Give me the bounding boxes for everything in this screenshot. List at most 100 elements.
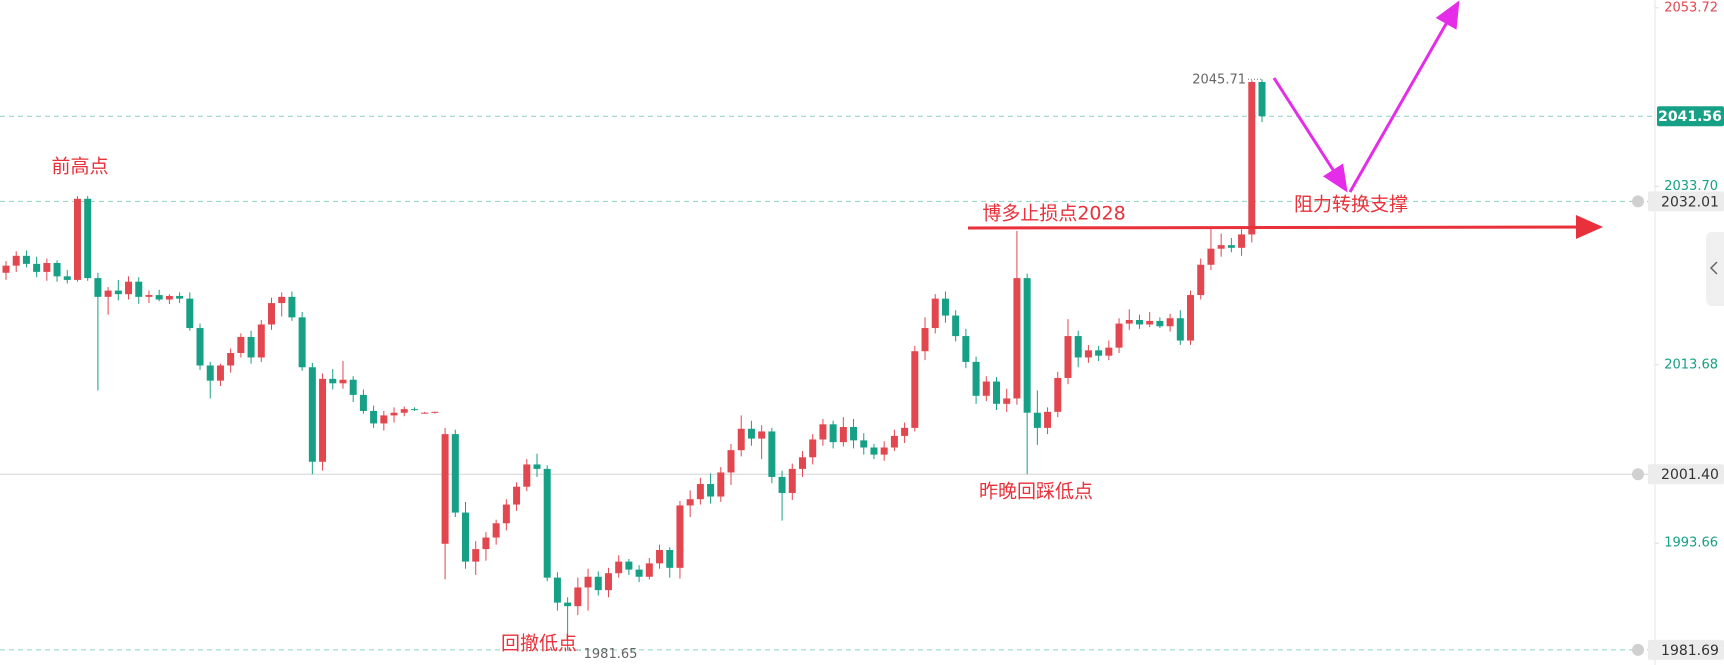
candle-body: [73, 198, 81, 280]
candle-body: [288, 296, 296, 318]
price-tag-box: [1648, 191, 1724, 212]
candle-body: [165, 295, 173, 300]
candle-body: [625, 561, 633, 570]
candle-body: [788, 468, 796, 493]
y-tick-label: 2033.70: [1664, 179, 1718, 194]
candle-body: [84, 198, 92, 279]
candle-body: [1156, 320, 1164, 327]
candle-body: [1095, 350, 1103, 356]
annotation: 前高点: [51, 156, 108, 178]
candles: [2, 79, 1266, 651]
candle-body: [482, 537, 490, 550]
candle-body: [63, 276, 71, 280]
candle-body: [492, 523, 500, 538]
candle-body: [1187, 295, 1195, 341]
candle-body: [727, 450, 735, 473]
candle-body: [462, 512, 470, 562]
candle-body: [247, 336, 255, 358]
candle-body: [421, 412, 429, 414]
candle-body: [564, 602, 572, 607]
candle-body: [911, 351, 919, 428]
candle-body: [1258, 82, 1266, 117]
candle-body: [921, 328, 929, 352]
candle-body: [1238, 234, 1246, 248]
candle-body: [717, 472, 725, 497]
high-label: 2045.71: [1192, 73, 1246, 88]
candle-body: [216, 365, 224, 381]
candle-body: [1023, 278, 1031, 413]
candle-body: [370, 410, 378, 424]
candle-body: [125, 281, 133, 295]
candle-body: [901, 427, 909, 436]
candle-body: [798, 457, 806, 469]
candle-body: [278, 296, 286, 304]
candle-body: [339, 379, 347, 384]
candle-body: [206, 365, 214, 381]
candle-body: [676, 505, 684, 568]
candle-body: [1248, 82, 1256, 235]
candle-body: [615, 561, 623, 574]
candle-body: [645, 563, 653, 577]
candle-body: [1166, 318, 1174, 327]
candle-body: [53, 262, 61, 277]
candle-body: [594, 576, 602, 591]
candle-body: [257, 324, 265, 358]
alert-icon: [1632, 643, 1644, 656]
candle-body: [410, 409, 418, 411]
price-tag-box: [1657, 106, 1724, 127]
alert-icon: [1632, 195, 1644, 208]
candle-body: [1074, 336, 1082, 358]
candle-body: [349, 379, 357, 395]
candle-body: [380, 415, 388, 424]
candle-body: [982, 381, 990, 396]
candle-body: [145, 295, 153, 297]
candle-body: [431, 411, 439, 413]
candle-body: [43, 262, 51, 272]
price-tag-box: [1648, 639, 1724, 660]
candle-body: [329, 378, 337, 384]
candle-body: [686, 499, 694, 506]
side-tab[interactable]: [1706, 232, 1724, 306]
candle-body: [400, 409, 408, 413]
candle-body: [829, 424, 837, 443]
candle-body: [114, 290, 122, 295]
candle-body: [1115, 323, 1123, 348]
up-arrow: [1348, 0, 1460, 193]
candle-body: [604, 573, 612, 591]
y-tick-label: 2053.72: [1664, 1, 1718, 16]
candle-body: [1013, 278, 1021, 399]
y-tick-label: 2013.68: [1664, 357, 1718, 372]
candle-body: [819, 424, 827, 440]
candle-body: [298, 317, 306, 368]
candle-body: [584, 576, 592, 588]
candle-body: [94, 278, 102, 297]
candle-body: [319, 378, 327, 462]
alert-icon: [1632, 468, 1644, 481]
candle-body: [880, 447, 888, 455]
low-label: 1981.65: [584, 647, 638, 662]
candle-body: [1054, 377, 1062, 412]
candle-body: [972, 361, 980, 396]
candle-body: [176, 295, 184, 299]
down-arrow: [1272, 77, 1348, 193]
candle-body: [267, 303, 275, 325]
candle-body: [747, 428, 755, 439]
candle-body: [359, 394, 367, 411]
candle-body: [1176, 318, 1184, 341]
candle-body: [308, 367, 316, 462]
candle-body: [1044, 411, 1052, 428]
candle-body: [1217, 245, 1225, 249]
support-arrow: [967, 215, 1603, 240]
candle-body: [543, 468, 551, 578]
candle-body: [1033, 412, 1041, 428]
candle-body: [33, 263, 41, 272]
price-tag-label: 2041.56: [1658, 109, 1722, 125]
price-lines: [0, 115, 1655, 651]
candle-body: [1135, 320, 1143, 325]
candle-body: [553, 577, 561, 603]
candle-body: [809, 439, 817, 458]
candle-body: [850, 426, 858, 441]
candle-body: [1207, 248, 1215, 265]
